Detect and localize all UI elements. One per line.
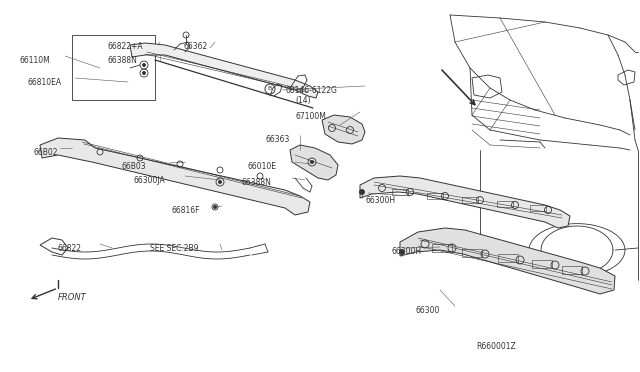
- Text: 08146-6122G: 08146-6122G: [285, 86, 337, 95]
- Circle shape: [360, 189, 365, 195]
- Text: (14): (14): [295, 96, 310, 105]
- Text: 66388N: 66388N: [108, 56, 138, 65]
- Text: 66B03: 66B03: [122, 162, 147, 171]
- Text: 66300H: 66300H: [392, 247, 422, 256]
- Polygon shape: [360, 176, 570, 228]
- Circle shape: [214, 205, 216, 208]
- Text: 66822: 66822: [58, 244, 82, 253]
- Text: 66816F: 66816F: [171, 206, 200, 215]
- Text: 66300JA: 66300JA: [133, 176, 164, 185]
- Circle shape: [310, 160, 314, 164]
- Text: SEE SEC.2B9: SEE SEC.2B9: [150, 244, 198, 253]
- Text: R660001Z: R660001Z: [476, 342, 516, 351]
- Text: 66110M: 66110M: [20, 56, 51, 65]
- Circle shape: [218, 180, 221, 183]
- Polygon shape: [400, 228, 615, 294]
- Polygon shape: [130, 43, 318, 98]
- Text: 66822+A: 66822+A: [108, 42, 143, 51]
- Text: 66388N: 66388N: [242, 178, 272, 187]
- Text: B: B: [268, 87, 272, 92]
- Text: 66362: 66362: [183, 42, 207, 51]
- Text: 66300: 66300: [415, 306, 440, 315]
- Text: 67100M: 67100M: [296, 112, 327, 121]
- Polygon shape: [322, 115, 365, 144]
- Text: 66300H: 66300H: [366, 196, 396, 205]
- Polygon shape: [290, 145, 338, 180]
- Polygon shape: [40, 138, 310, 215]
- Circle shape: [143, 71, 145, 74]
- Circle shape: [399, 250, 404, 254]
- Text: 66363: 66363: [265, 135, 289, 144]
- Circle shape: [143, 64, 145, 67]
- Text: 66010E: 66010E: [248, 162, 277, 171]
- Text: FRONT: FRONT: [58, 293, 87, 302]
- Text: 66810EA: 66810EA: [28, 78, 62, 87]
- Text: 66B02: 66B02: [33, 148, 58, 157]
